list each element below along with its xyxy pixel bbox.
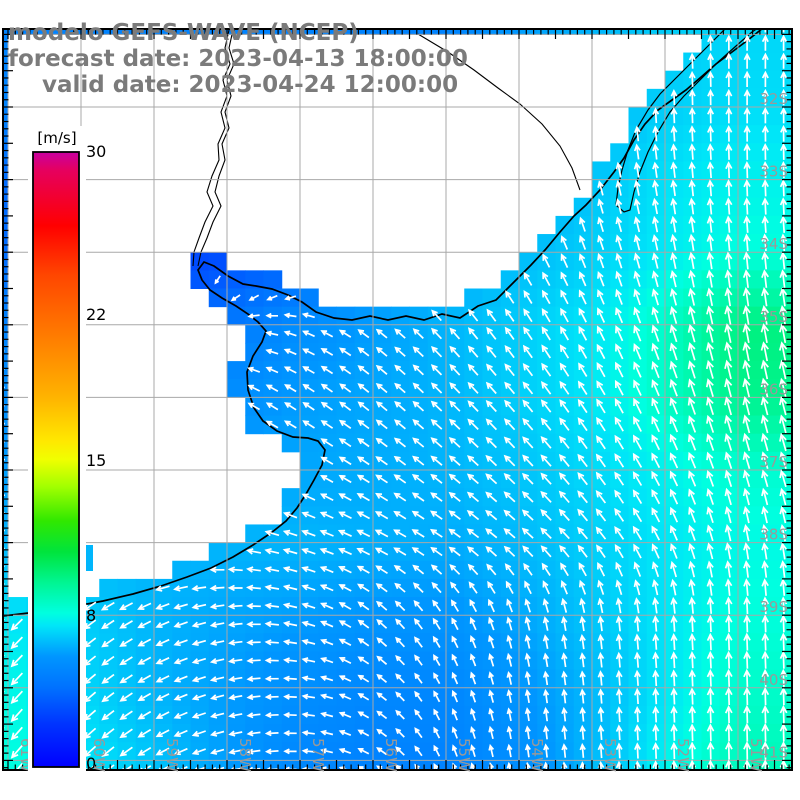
lat-label: 41S bbox=[759, 743, 788, 761]
valid-date-label: valid date: 2023-04-24 12:00:00 bbox=[42, 72, 459, 98]
wind-arrows bbox=[4, 30, 788, 769]
colorbar: 30 22 15 8 0 bbox=[28, 126, 106, 776]
map-frame bbox=[2, 28, 793, 771]
lon-label: 51W bbox=[747, 738, 765, 772]
axis-ticks bbox=[4, 30, 791, 769]
title-block: modelo GEFS-WAVE (NCEP) forecast date: 2… bbox=[8, 20, 468, 98]
coastline bbox=[4, 30, 762, 617]
map-layers bbox=[4, 30, 791, 769]
lat-label: 34S bbox=[759, 235, 788, 253]
lat-label: 37S bbox=[759, 453, 788, 471]
river-line bbox=[197, 30, 235, 267]
colorbar-tick-label: 30 bbox=[86, 142, 106, 161]
colorbar-tick-label: 15 bbox=[86, 451, 106, 470]
lon-label: 53W bbox=[601, 738, 619, 772]
colorbar-gradient bbox=[32, 151, 80, 768]
river-line bbox=[417, 33, 581, 191]
lagoon-outline bbox=[615, 30, 757, 213]
lon-label: 59W bbox=[163, 738, 181, 772]
lat-label: 38S bbox=[759, 526, 788, 544]
lat-label: 36S bbox=[759, 380, 788, 398]
lon-label: 56W bbox=[382, 738, 400, 772]
lat-label: 32S bbox=[759, 90, 788, 108]
lon-label: 57W bbox=[309, 738, 327, 772]
lon-label: 55W bbox=[455, 738, 473, 772]
lon-label: 58W bbox=[236, 738, 254, 772]
lat-label: 35S bbox=[759, 308, 788, 326]
lon-label: 52W bbox=[674, 738, 692, 772]
colorbar-tick-label: 0 bbox=[86, 754, 96, 773]
lon-label: 60W bbox=[90, 738, 108, 772]
lat-label: 39S bbox=[759, 598, 788, 616]
colorbar-tick-label: 8 bbox=[86, 606, 96, 625]
forecast-date-label: forecast date: 2023-04-13 18:00:00 bbox=[8, 46, 468, 72]
lat-label: 40S bbox=[759, 671, 788, 689]
lat-label: 33S bbox=[759, 163, 788, 181]
lon-label: 54W bbox=[528, 738, 546, 772]
colorbar-unit-label: [m/s] bbox=[37, 129, 77, 147]
model-title: modelo GEFS-WAVE (NCEP) bbox=[8, 20, 359, 46]
colorbar-tick-label: 22 bbox=[86, 305, 106, 324]
